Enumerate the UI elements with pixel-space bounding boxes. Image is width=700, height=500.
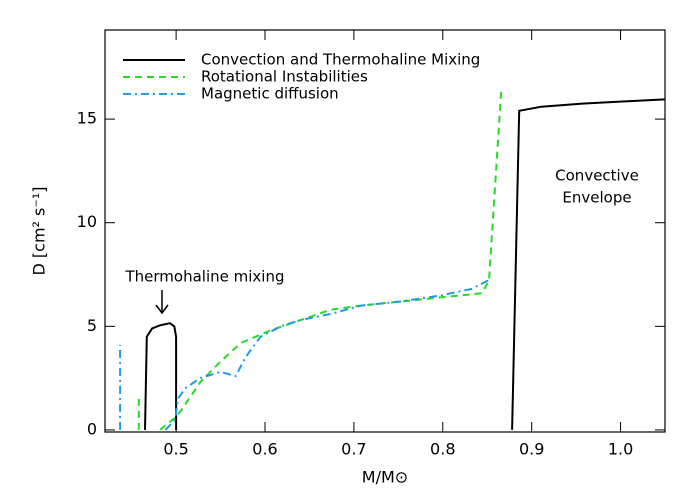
annotation: Envelope xyxy=(562,189,631,207)
x-tick-label: 1.0 xyxy=(608,440,633,459)
data-line xyxy=(144,98,666,430)
y-axis-label: D [cm² s⁻¹] xyxy=(30,187,49,276)
y-tick-label: 15 xyxy=(77,109,97,128)
y-tick-label: 5 xyxy=(87,316,97,335)
y-tick-label: 0 xyxy=(87,419,97,438)
data-line xyxy=(137,87,503,431)
legend-label: Magnetic diffusion xyxy=(201,85,339,103)
plot-frame xyxy=(104,29,666,433)
x-tick-label: 0.6 xyxy=(252,440,277,459)
x-tick-label: 0.5 xyxy=(163,440,188,459)
legend-label: Rotational Instabilities xyxy=(201,68,368,86)
x-tick-label: 0.9 xyxy=(519,440,544,459)
arrow-head xyxy=(155,304,169,315)
x-tick-label: 0.7 xyxy=(341,440,366,459)
x-tick-label: 0.8 xyxy=(430,440,455,459)
annotation: Thermohaline mixing xyxy=(125,268,285,286)
legend-label: Convection and Thermohaline Mixing xyxy=(201,51,480,69)
data-line xyxy=(119,277,493,431)
y-tick-label: 10 xyxy=(77,212,97,231)
annotation: Convective xyxy=(555,167,639,185)
x-axis-label: M/M⊙ xyxy=(362,468,408,487)
